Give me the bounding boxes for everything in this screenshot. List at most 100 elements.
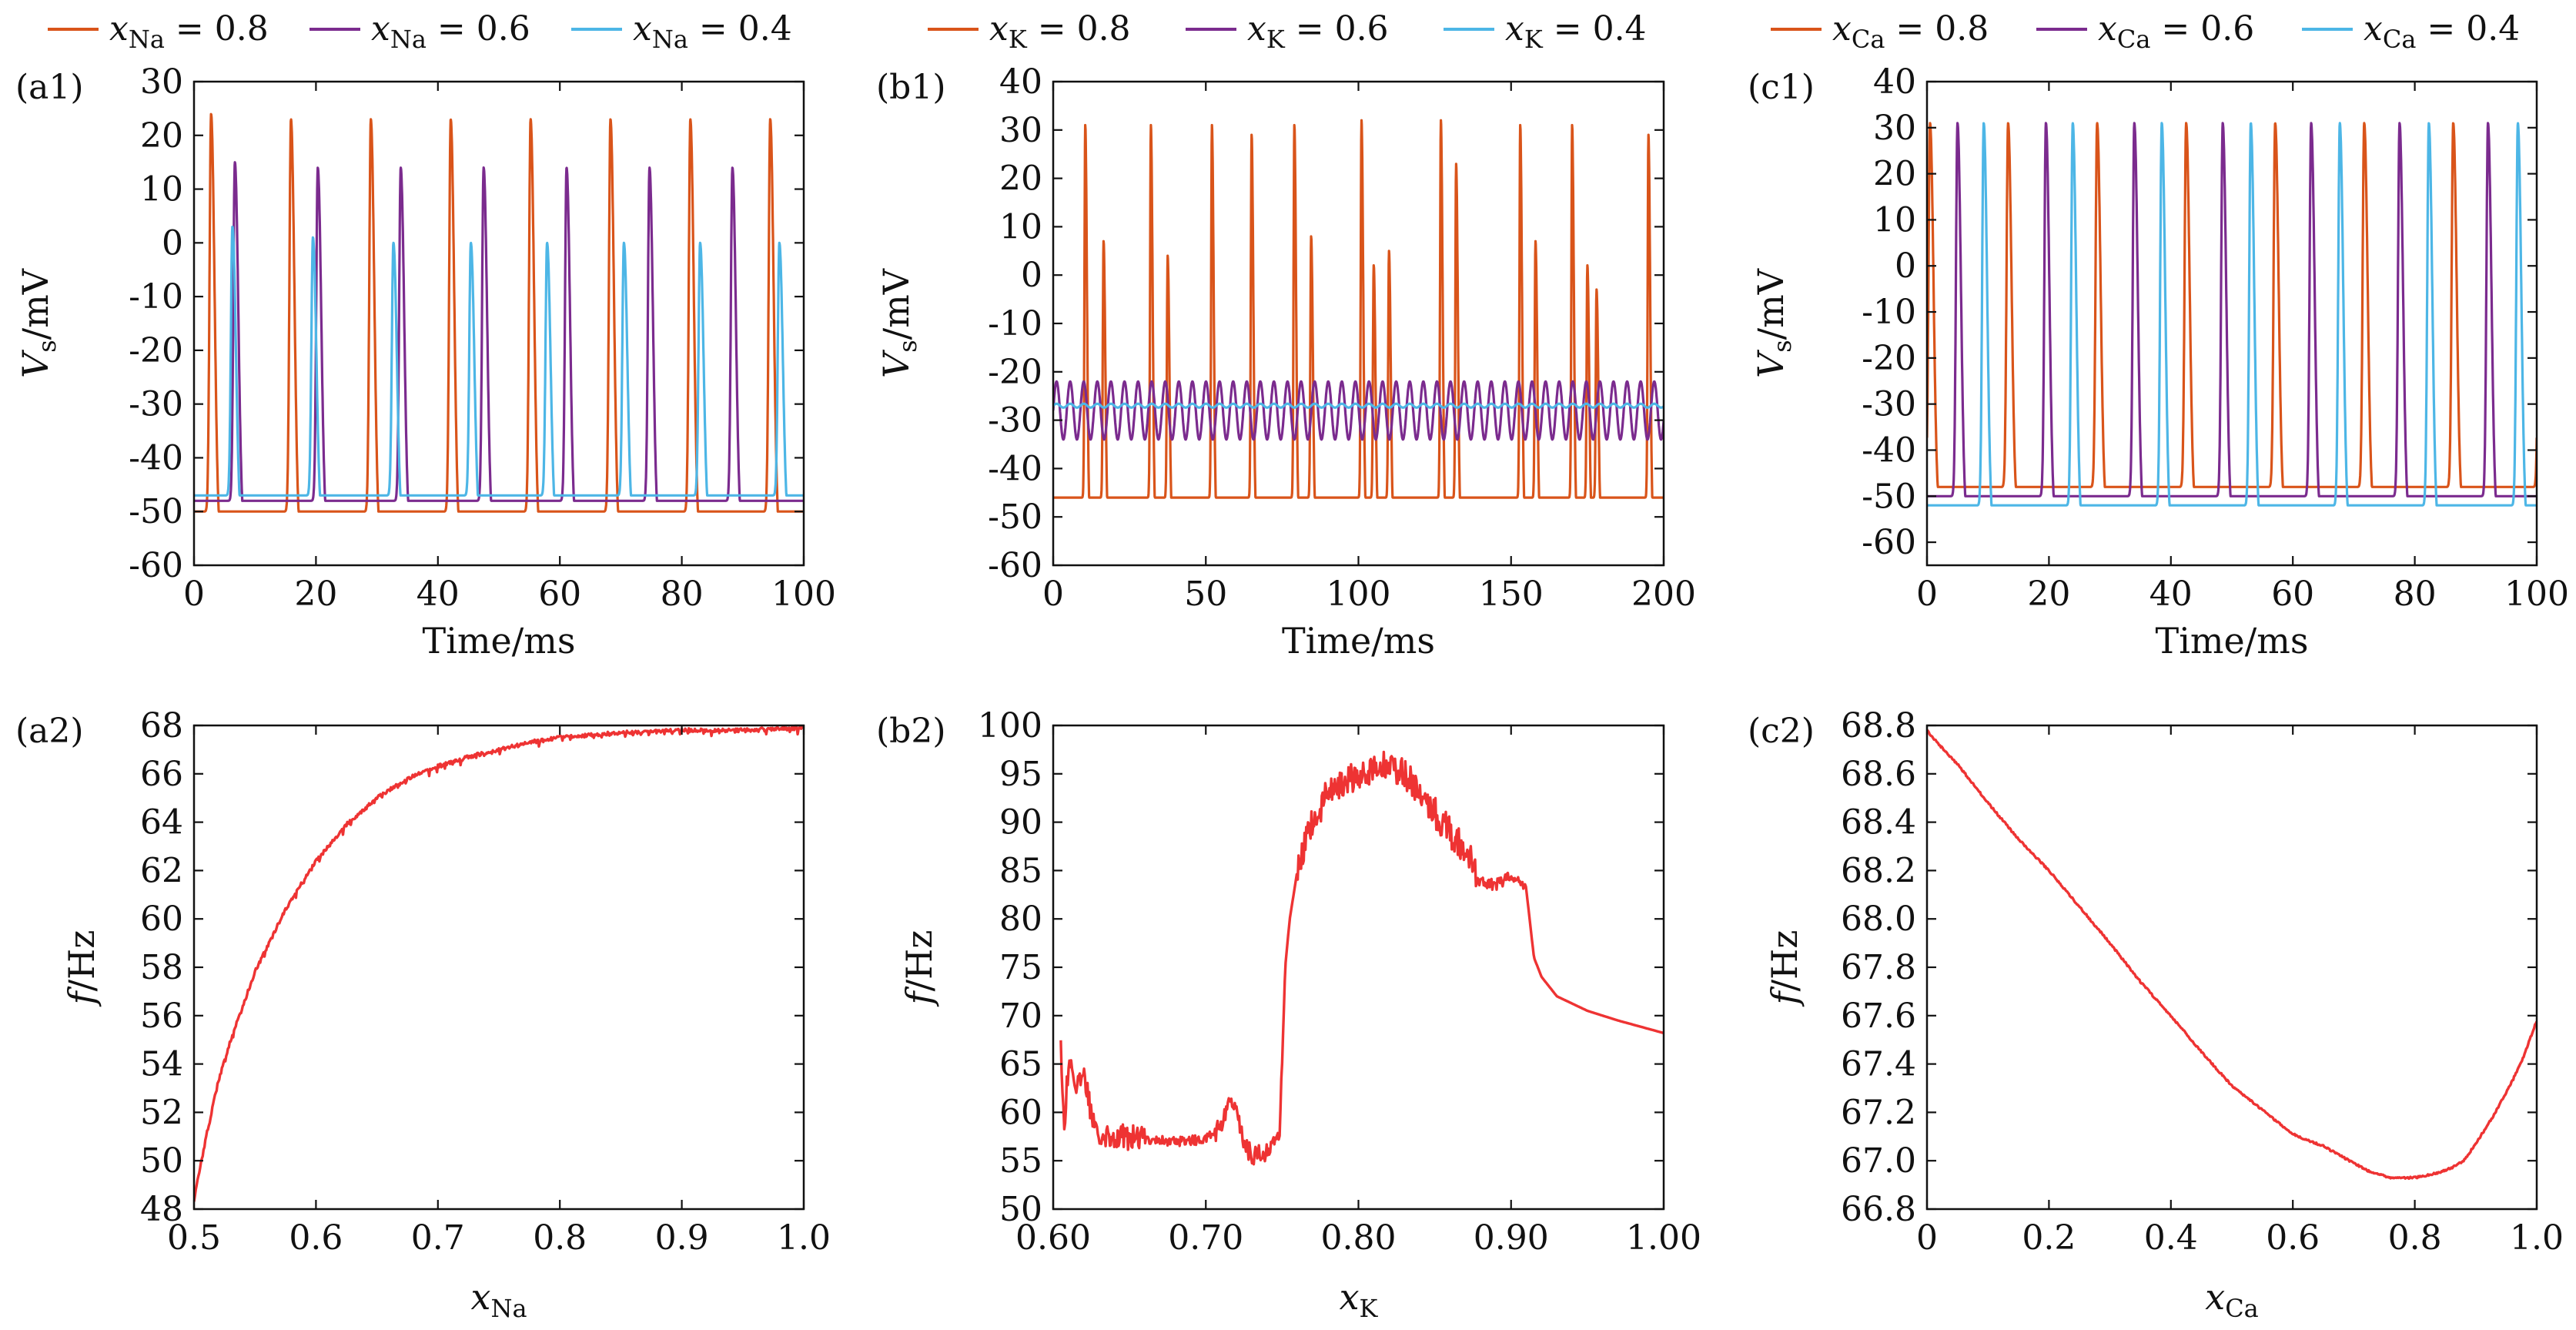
legend-label-a1-1: xNa = 0.6 xyxy=(371,9,530,54)
y-tick-label: -20 xyxy=(1862,339,1916,378)
series-line-c1-0 xyxy=(1927,122,2537,488)
y-tick-label: -40 xyxy=(1862,430,1916,470)
x-tick-label: 0.80 xyxy=(1321,1218,1397,1258)
y-tick-label: 55 xyxy=(999,1141,1042,1181)
y-tick-label: 50 xyxy=(999,1190,1042,1229)
y-tick-label: -40 xyxy=(129,438,183,477)
y-tick-label: 65 xyxy=(999,1045,1042,1084)
x-tick-label: 1.00 xyxy=(1626,1218,1701,1258)
y-tick-label: 20 xyxy=(999,159,1042,199)
y-tick-label: 85 xyxy=(999,851,1042,890)
plot-frame xyxy=(192,724,805,1211)
y-tick-label: 80 xyxy=(999,900,1042,939)
y-tick-label: -60 xyxy=(988,546,1042,585)
y-axis-label: f/Hz xyxy=(1764,930,1805,1007)
y-tick-label: 20 xyxy=(1873,155,1916,194)
y-tick-label: -50 xyxy=(1862,477,1916,516)
x-tick-label: 100 xyxy=(1326,575,1391,614)
x-tick-label: 0.70 xyxy=(1168,1218,1243,1258)
y-tick-label: 68.8 xyxy=(1841,706,1916,745)
y-tick-label: 95 xyxy=(999,755,1042,794)
y-tick-label: -30 xyxy=(1862,385,1916,424)
y-tick-label: 75 xyxy=(999,948,1042,987)
y-tick-label: -60 xyxy=(1862,523,1916,562)
x-tick-label: 40 xyxy=(417,575,460,614)
panel-label: (b1) xyxy=(876,68,946,107)
panel-label: (c2) xyxy=(1748,712,1815,751)
y-tick-label: 67.0 xyxy=(1841,1141,1916,1181)
y-tick-label: 90 xyxy=(999,803,1042,843)
y-tick-label: 60 xyxy=(140,900,183,939)
legend-label-b1-1: xK = 0.6 xyxy=(1247,9,1389,54)
y-tick-label: 68 xyxy=(140,706,183,745)
y-tick-label: 67.4 xyxy=(1841,1045,1916,1084)
y-tick-label: 10 xyxy=(1873,200,1916,240)
y-tick-label: 0 xyxy=(1021,256,1042,295)
plot-frame xyxy=(1925,724,2538,1211)
panel-label: (a2) xyxy=(15,712,84,751)
y-tick-label: 64 xyxy=(140,803,183,843)
y-tick-label: -10 xyxy=(1862,293,1916,332)
x-tick-label: 0.90 xyxy=(1474,1218,1549,1258)
legend-label-c1-1: xCa = 0.6 xyxy=(2098,9,2254,54)
x-tick-label: 0 xyxy=(1042,575,1064,614)
y-tick-label: 54 xyxy=(140,1045,183,1084)
y-tick-label: 67.8 xyxy=(1841,948,1916,987)
y-tick-label: 52 xyxy=(140,1093,183,1132)
legend-label-a1-0: xNa = 0.8 xyxy=(109,9,269,54)
y-tick-label: 30 xyxy=(1873,109,1916,148)
legend-label-c1-2: xCa = 0.4 xyxy=(2364,9,2520,54)
panel-label: (b2) xyxy=(876,712,946,751)
legend-label-c1-0: xCa = 0.8 xyxy=(1832,9,1989,54)
x-tick-label: 100 xyxy=(771,575,836,614)
x-axis-label: xCa xyxy=(2205,1276,2259,1323)
x-tick-label: 40 xyxy=(2149,575,2193,614)
y-axis-label: f/Hz xyxy=(898,930,940,1007)
y-axis-label: Vs/mV xyxy=(1750,268,1797,378)
y-tick-label: 0 xyxy=(162,223,183,263)
x-tick-label: 60 xyxy=(538,575,581,614)
panel-b1: 0 50 100 150 200 -60 -50 -40 -30 -20 -10 0 10 20 30 40 (… xyxy=(875,9,1696,662)
y-axis-label: Vs/mV xyxy=(875,268,922,378)
y-tick-label: 10 xyxy=(140,170,183,209)
plot-frame xyxy=(1925,80,2538,567)
legend-label-b1-0: xK = 0.8 xyxy=(989,9,1131,54)
x-tick-label: 200 xyxy=(1631,575,1696,614)
x-tick-label: 0 xyxy=(183,575,205,614)
x-tick-label: 0 xyxy=(1916,1218,1938,1258)
series-line-c1-2 xyxy=(1927,122,2537,507)
y-tick-label: 30 xyxy=(140,62,183,102)
x-tick-label: 20 xyxy=(2027,575,2070,614)
series-line-b1-2 xyxy=(1053,402,1664,409)
y-tick-label: -30 xyxy=(988,401,1042,441)
series-line-a1-1 xyxy=(194,161,804,502)
series-line-c2-0 xyxy=(1927,729,2537,1181)
y-tick-label: -10 xyxy=(988,304,1042,343)
y-tick-label: 20 xyxy=(140,116,183,156)
x-tick-label: 20 xyxy=(294,575,337,614)
legend-label-b1-2: xK = 0.4 xyxy=(1505,9,1647,54)
x-tick-label: 0.7 xyxy=(411,1218,465,1258)
y-tick-label: 66 xyxy=(140,755,183,794)
y-tick-label: -50 xyxy=(988,497,1042,537)
y-tick-label: 0 xyxy=(1895,246,1916,286)
y-tick-label: 58 xyxy=(140,948,183,987)
x-tick-label: 0.60 xyxy=(1015,1218,1091,1258)
y-axis-label: Vs/mV xyxy=(15,268,62,378)
y-tick-label: -40 xyxy=(988,449,1042,488)
series-line-b1-1 xyxy=(1053,380,1664,441)
y-tick-label: -50 xyxy=(129,492,183,531)
y-tick-label: -20 xyxy=(129,331,183,370)
panel-a1: 0 20 40 60 80 100 -60 -50 -40 -30 -20 -10 0 10 20 30 (a1… xyxy=(15,9,836,662)
y-tick-label: -60 xyxy=(129,546,183,585)
x-tick-label: 0.6 xyxy=(2266,1218,2320,1258)
series-line-a1-0 xyxy=(194,112,804,513)
y-tick-label: 48 xyxy=(140,1190,183,1229)
y-tick-label: 66.8 xyxy=(1841,1190,1916,1229)
plot-frame xyxy=(192,80,805,567)
x-tick-label: 0 xyxy=(1916,575,1938,614)
series-line-b1-0 xyxy=(1053,119,1664,499)
x-axis-label: Time/ms xyxy=(2156,620,2309,662)
x-tick-label: 60 xyxy=(2271,575,2314,614)
y-tick-label: 68.4 xyxy=(1841,803,1916,843)
